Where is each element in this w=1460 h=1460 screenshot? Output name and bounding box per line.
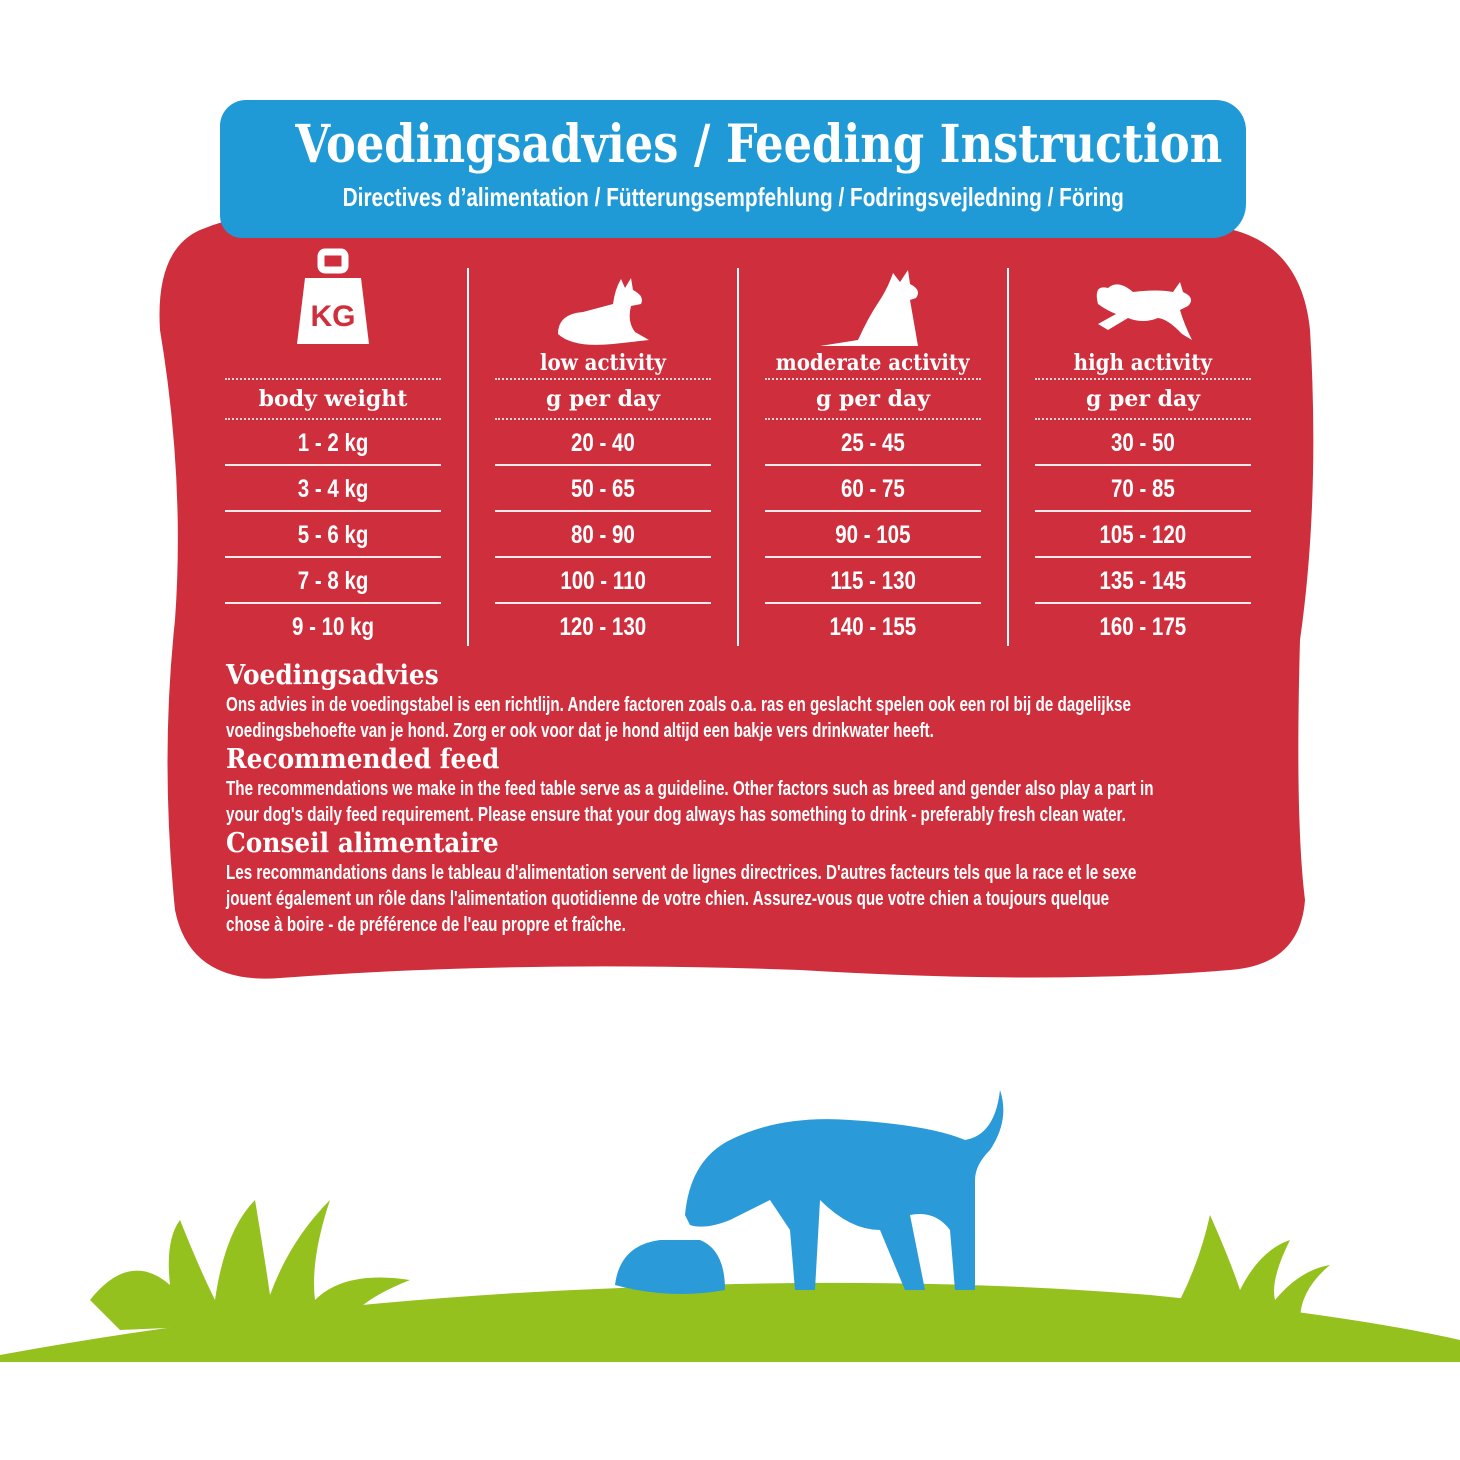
table-cell: 60 - 75 <box>765 464 981 510</box>
note-section: Voedingsadvies Ons advies in de voedingst… <box>226 660 1286 744</box>
table-column: KG body weight 1 - 2 kg 3 - 4 kg 5 - 6 kg 7 -… <box>225 248 441 648</box>
table-cell: 100 - 110 <box>495 556 711 602</box>
note-heading: Recommended feed <box>226 744 500 775</box>
table-cell: 135 - 145 <box>1035 556 1251 602</box>
table-cell: 1 - 2 kg <box>225 418 441 464</box>
table-cell: 70 - 85 <box>1035 464 1251 510</box>
sitting-dog-icon <box>765 262 981 348</box>
table-cell: 50 - 65 <box>495 464 711 510</box>
table-cell: 90 - 105 <box>765 510 981 556</box>
dog-eating-from-bowl-illustration <box>615 1090 1004 1294</box>
divider <box>495 378 711 380</box>
column-label: low activity <box>540 350 666 376</box>
page-subtitle: Directives d’alimentation / Fütterungsem… <box>342 182 1124 212</box>
column-label: high activity <box>1073 350 1213 376</box>
feeding-notes: Voedingsadvies Ons advies in de voedingst… <box>226 660 1286 938</box>
table-cell: 80 - 90 <box>495 510 711 556</box>
table-cell: 30 - 50 <box>1035 418 1251 464</box>
note-text: Ons advies in de voedingstabel is een ri… <box>226 694 1131 716</box>
note-text: voedingsbehoefte van je hond. Zorg er oo… <box>226 720 934 742</box>
table-cell: 20 - 40 <box>495 418 711 464</box>
note-text: chose à boire - de préférence de l'eau p… <box>226 914 626 936</box>
note-heading: Voedingsadvies <box>226 660 439 691</box>
column-subheader: g per day <box>1085 386 1201 412</box>
lying-dog-icon <box>495 262 711 348</box>
column-divider <box>1007 268 1009 646</box>
note-text: The recommendations we make in the feed … <box>226 778 1154 800</box>
table-cell: 120 - 130 <box>495 602 711 648</box>
table-cell: 25 - 45 <box>765 418 981 464</box>
table-column: high activity g per day 30 - 50 70 - 85 105 … <box>1035 262 1251 648</box>
column-divider <box>467 268 469 646</box>
note-section: Recommended feed The recommendations we m… <box>226 744 1286 828</box>
column-subheader: g per day <box>545 386 661 412</box>
note-text: jouent également un rôle dans l'alimenta… <box>226 888 1110 910</box>
note-text: your dog's daily feed requirement. Pleas… <box>226 804 1126 826</box>
table-cell: 5 - 6 kg <box>225 510 441 556</box>
table-cell: 9 - 10 kg <box>225 602 441 648</box>
kg-icon-text: KG <box>311 300 356 333</box>
table-cell: 7 - 8 kg <box>225 556 441 602</box>
column-label <box>225 348 441 378</box>
table-cell: 115 - 130 <box>765 556 981 602</box>
table-column: moderate activity g per day 25 - 45 60 - 75… <box>765 262 981 648</box>
table-cell: 3 - 4 kg <box>225 464 441 510</box>
column-subheader: body weight <box>258 386 408 412</box>
kg-weight-icon: KG <box>225 248 441 348</box>
note-text: Les recommandations dans le tableau d'al… <box>226 862 1137 884</box>
table-cell: 105 - 120 <box>1035 510 1251 556</box>
grass-hill <box>0 1282 1460 1362</box>
column-divider <box>737 268 739 646</box>
table-cell: 160 - 175 <box>1035 602 1251 648</box>
divider <box>765 378 981 380</box>
note-heading: Conseil alimentaire <box>226 828 499 859</box>
column-label: moderate activity <box>776 350 970 376</box>
note-section: Conseil alimentaire Les recommandations d… <box>226 828 1286 938</box>
table-cell: 140 - 155 <box>765 602 981 648</box>
grass-tufts-icon <box>90 1200 1330 1330</box>
table-column: low activity g per day 20 - 40 50 - 65 80 - … <box>495 262 711 648</box>
header-banner: Voedingsadvies / Feeding Instruction Dir… <box>220 100 1246 238</box>
divider <box>1035 378 1251 380</box>
page-title: Voedingsadvies / Feeding Instruction <box>295 114 1223 175</box>
red-panel <box>159 212 1314 979</box>
divider <box>225 378 441 380</box>
column-subheader: g per day <box>815 386 931 412</box>
running-dog-icon <box>1035 262 1251 348</box>
